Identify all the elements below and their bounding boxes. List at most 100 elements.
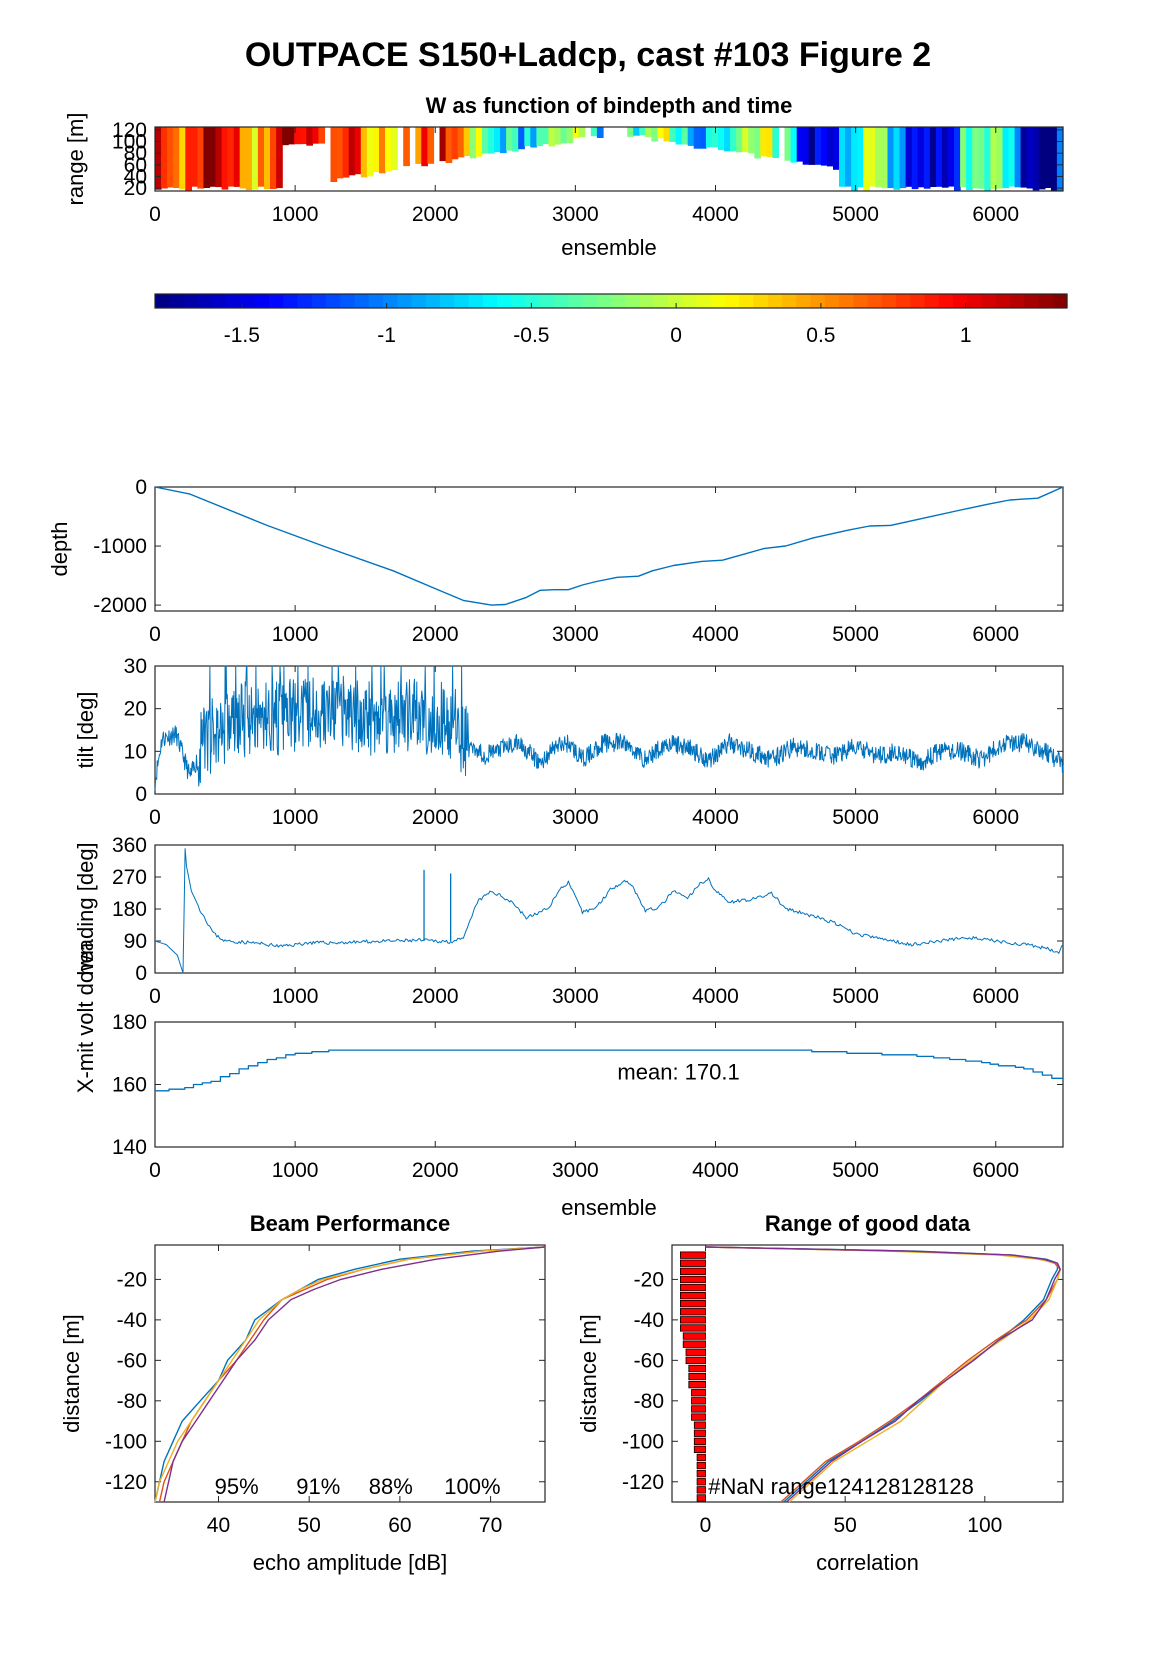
colorbar-swatch bbox=[482, 294, 498, 308]
heatmap-cell bbox=[663, 127, 671, 142]
heading-xtick-label: 1000 bbox=[272, 985, 319, 1008]
heatmap-cell bbox=[203, 127, 211, 188]
colorbar-swatch bbox=[568, 294, 584, 308]
colorbar-swatch bbox=[867, 294, 883, 308]
tilt-xtick-label: 6000 bbox=[972, 806, 1019, 829]
colorbar-swatch bbox=[782, 294, 797, 308]
heatmap-cell bbox=[257, 127, 265, 187]
nan-count-bar bbox=[680, 1275, 706, 1284]
heatmap-cell bbox=[596, 127, 604, 138]
heatmap-cell bbox=[669, 127, 677, 142]
heatmap-cell bbox=[167, 127, 174, 188]
colorbar-swatch bbox=[283, 294, 299, 308]
heatmap-cell bbox=[590, 127, 598, 137]
xmit-mean-annotation: mean: 170.1 bbox=[617, 1059, 739, 1084]
colorbar-tick-label: 1 bbox=[960, 324, 972, 347]
xmit_voltage-axes-box bbox=[154, 1021, 1064, 1148]
beam-series-line bbox=[163, 1246, 546, 1503]
heatmap-cell bbox=[270, 127, 277, 189]
nan-count-bar bbox=[682, 1340, 706, 1348]
colorbar-swatch bbox=[625, 294, 641, 308]
nan-count-bar bbox=[685, 1356, 707, 1364]
range_good_data-ytick-label: -40 bbox=[634, 1309, 664, 1332]
heatmap-cell bbox=[215, 127, 223, 188]
nan-count-bar bbox=[685, 1348, 707, 1356]
beam_performance-axes-box bbox=[154, 1244, 546, 1503]
nan-count-bar bbox=[696, 1470, 706, 1478]
heatmap-cell bbox=[421, 127, 428, 167]
beam_performance-ytick-label: -40 bbox=[117, 1309, 147, 1332]
colorbar-swatch bbox=[753, 294, 769, 308]
xmit_voltage-xtick-label: 4000 bbox=[692, 1159, 739, 1182]
colorbar-swatch bbox=[967, 294, 983, 308]
colorbar-swatch bbox=[1052, 294, 1068, 308]
range_good_data-ylabel: distance [m] bbox=[576, 1314, 601, 1433]
heading-xtick-label: 5000 bbox=[832, 985, 879, 1008]
heatmap-cell bbox=[1050, 127, 1058, 191]
colorbar-box bbox=[154, 293, 1068, 309]
nan-range-prefix: #NaN range bbox=[708, 1474, 827, 1499]
heatmap-cell bbox=[245, 127, 253, 191]
heatmap-cell bbox=[905, 127, 913, 187]
heatmap-cell bbox=[808, 127, 816, 165]
heatmap-cell bbox=[651, 127, 659, 142]
heatmap-cell bbox=[796, 127, 804, 162]
colorbar-swatch bbox=[155, 294, 170, 308]
colorbar-swatch bbox=[881, 294, 897, 308]
nan-count-bar bbox=[680, 1308, 706, 1316]
xmit-panel: 0 1000 2000 3000 4000 5000 6000 140 160 180 ensemb… bbox=[73, 943, 1064, 1220]
heatmap-cell bbox=[161, 127, 168, 189]
heatmap-cell bbox=[857, 127, 864, 188]
colorbar-swatch bbox=[1010, 294, 1025, 308]
colorbar-swatch bbox=[297, 294, 313, 308]
correlation-series-line bbox=[705, 1246, 1061, 1503]
xmit_voltage-xtick-label: 6000 bbox=[972, 1159, 1019, 1182]
heading-ytick-label: 0 bbox=[135, 962, 147, 985]
heatmap-cell bbox=[185, 127, 192, 191]
heatmap-cell bbox=[754, 127, 761, 159]
tilt-xtick-label: 1000 bbox=[272, 806, 319, 829]
heatmap-cell bbox=[929, 127, 937, 187]
colorbar-swatch bbox=[611, 294, 626, 308]
heatmap-cell bbox=[1020, 127, 1028, 188]
tilt-ylabel: tilt [deg] bbox=[73, 691, 98, 768]
heatmap-cell bbox=[845, 127, 852, 187]
heatmap-cell bbox=[415, 127, 422, 164]
tilt-ytick-label: 20 bbox=[124, 698, 147, 721]
heatmap-cell bbox=[851, 127, 858, 191]
heatmap-cell bbox=[554, 127, 562, 145]
colorbar-tick-label: -1.5 bbox=[224, 324, 260, 347]
w_image-ytick-label: 60 bbox=[124, 154, 147, 177]
beam-series-line bbox=[154, 1246, 546, 1503]
heatmap-cell bbox=[869, 127, 876, 187]
heatmap-cell bbox=[681, 127, 689, 145]
tilt-ytick-label: 30 bbox=[124, 655, 147, 678]
w_image-ytick-label: 80 bbox=[124, 142, 147, 165]
w_image-xtick-label: 5000 bbox=[832, 203, 879, 226]
heatmap-cell bbox=[197, 127, 205, 189]
heatmap-cell bbox=[342, 127, 350, 178]
colorbar-swatch bbox=[839, 294, 854, 308]
colorbar-swatch bbox=[354, 294, 370, 308]
nan-count-bar bbox=[680, 1316, 706, 1324]
range_good_data-xtick-label: 100 bbox=[967, 1514, 1002, 1537]
colorbar-swatch bbox=[397, 294, 413, 308]
colorbar-swatch bbox=[596, 294, 612, 308]
depth-ytick-label: -1000 bbox=[93, 535, 147, 558]
beam_performance-ytick-label: -120 bbox=[105, 1471, 147, 1494]
beam_performance-xtick-label: 60 bbox=[388, 1514, 411, 1537]
figure-title: OUTPACE S150+Ladcp, cast #103 Figure 2 bbox=[245, 36, 931, 74]
heatmap-cell bbox=[826, 127, 834, 167]
colorbar-swatch bbox=[525, 294, 541, 308]
w_image-ytick-label: 20 bbox=[124, 177, 147, 200]
heatmap-cell bbox=[469, 127, 477, 159]
beam-series-line bbox=[158, 1246, 546, 1503]
heatmap-cell bbox=[966, 127, 973, 191]
depth-ytick-label: 0 bbox=[135, 476, 147, 499]
tilt-xtick-label: 3000 bbox=[552, 806, 599, 829]
heatmap-cell bbox=[814, 127, 822, 165]
colorbar-swatch bbox=[468, 294, 484, 308]
w_image-xtick-label: 4000 bbox=[692, 203, 739, 226]
depth-line bbox=[154, 486, 1064, 606]
heatmap-cell bbox=[699, 127, 707, 149]
